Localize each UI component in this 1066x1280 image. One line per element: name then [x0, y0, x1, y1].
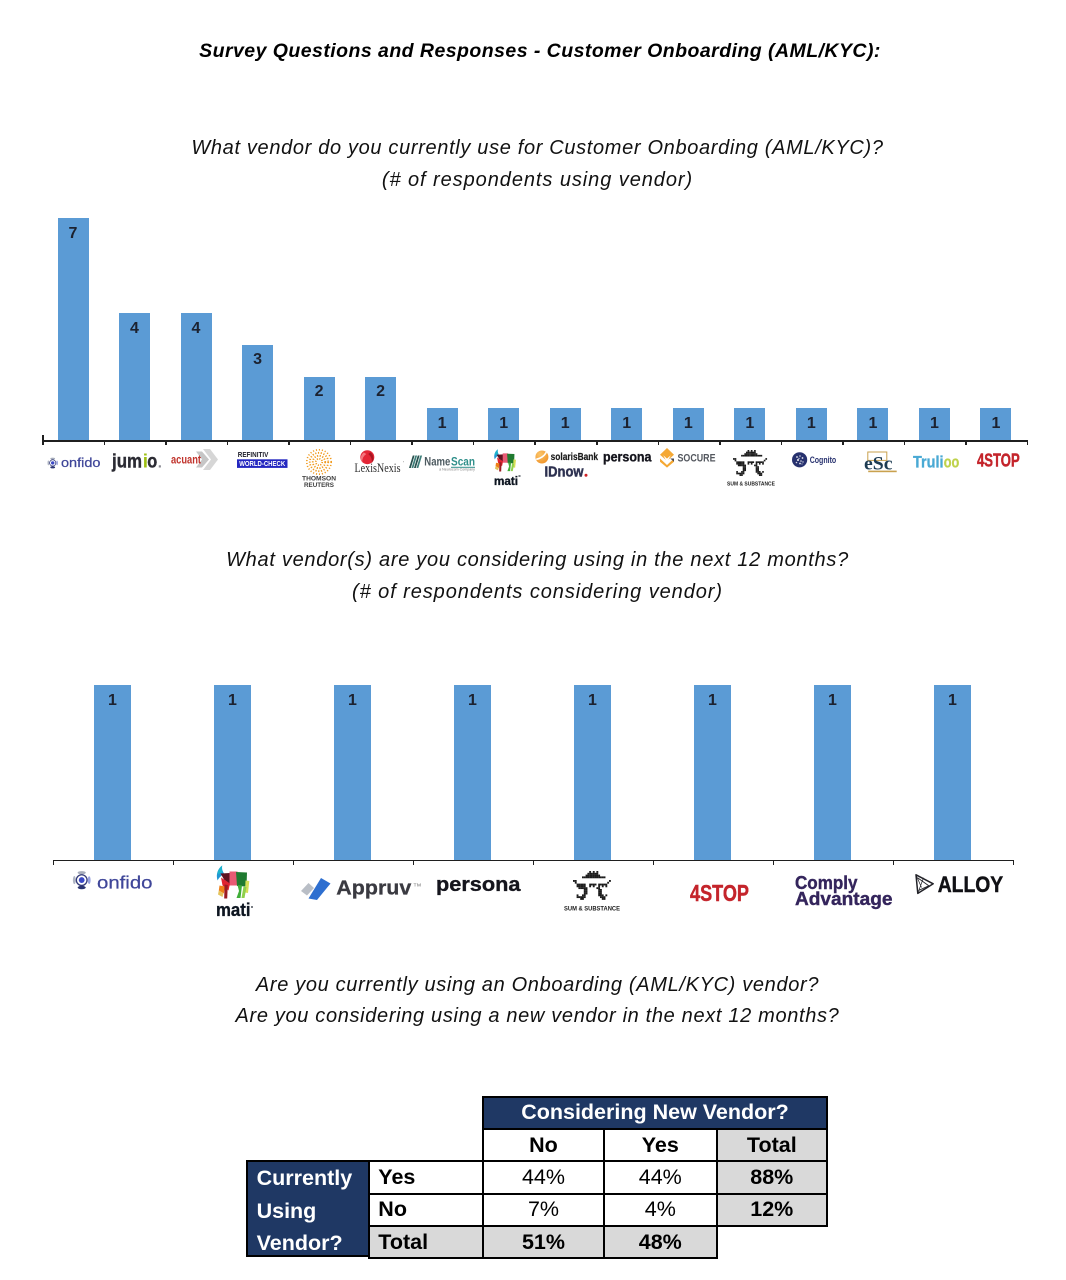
svg-text:onfido: onfido: [97, 872, 153, 892]
svg-text:Scan: Scan: [451, 457, 475, 469]
svg-text:Advantage: Advantage: [795, 888, 893, 909]
svg-text:onfido: onfido: [61, 455, 100, 470]
svg-text:THOMSON: THOMSON: [302, 475, 337, 482]
svg-text:solarisBank: solarisBank: [550, 452, 598, 463]
svg-text:Name: Name: [424, 457, 450, 469]
svg-text:Appruv: Appruv: [336, 876, 412, 899]
svg-text:mati: mati: [494, 474, 518, 488]
svg-text:SOCURE: SOCURE: [677, 453, 715, 465]
svg-text:persona: persona: [603, 449, 652, 464]
svg-text:˙: ˙: [402, 461, 405, 470]
svg-text:acuant: acuant: [171, 453, 201, 467]
svg-text:TM: TM: [413, 882, 421, 888]
svg-text:eSc: eSc: [864, 454, 893, 475]
svg-text:ALLOY: ALLOY: [937, 872, 1003, 897]
svg-text:mati: mati: [216, 900, 251, 920]
svg-text:Comply: Comply: [795, 872, 858, 893]
svg-text:WORLD-CHECK: WORLD-CHECK: [239, 461, 285, 468]
svg-text:4STOP: 4STOP: [977, 450, 1020, 471]
svg-text:Cognito: Cognito: [809, 455, 836, 466]
svg-text:REUTERS: REUTERS: [304, 481, 334, 488]
svg-text:persona: persona: [436, 874, 521, 896]
svg-text:SUM & SUBSTANCE: SUM & SUBSTANCE: [564, 906, 620, 913]
svg-text:jum: jum: [111, 451, 142, 472]
svg-text:REFINITIV: REFINITIV: [237, 452, 268, 459]
svg-text:.: .: [158, 454, 162, 471]
svg-text:SUM & SUBSTANCE: SUM & SUBSTANCE: [727, 481, 775, 487]
svg-text:4STOP: 4STOP: [690, 879, 749, 905]
svg-text:i: i: [143, 451, 148, 472]
svg-text:LexisNexis: LexisNexis: [354, 461, 400, 475]
svg-text:o: o: [147, 451, 157, 472]
svg-text:a Neurocom Company: a Neurocom Company: [439, 467, 475, 471]
svg-text:oo: oo: [944, 452, 960, 471]
svg-text:Truli: Truli: [913, 452, 944, 471]
svg-text:IDnow: IDnow: [544, 464, 584, 480]
